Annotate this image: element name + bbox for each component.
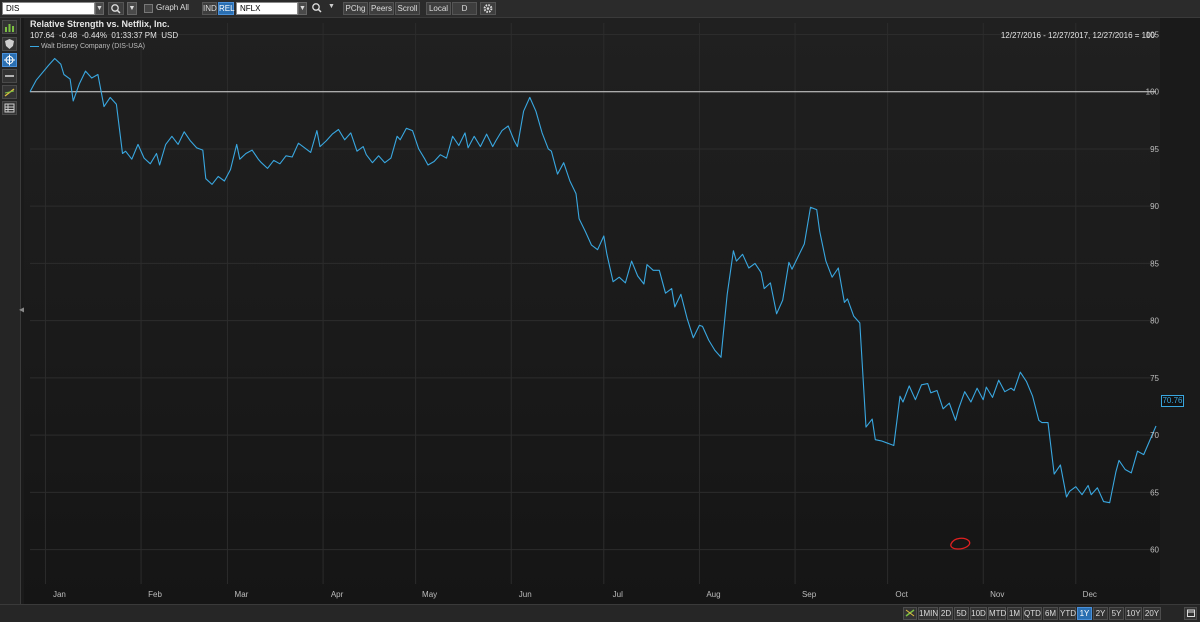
quote-time: 01:33:37 PM (111, 31, 157, 40)
table-icon (4, 103, 15, 113)
crosshair-icon (4, 54, 15, 66)
pencil-icon (905, 609, 915, 617)
x-tick-label: Aug (706, 590, 720, 599)
peers-button[interactable]: Peers (369, 2, 394, 15)
search-dropdown[interactable]: ▼ (127, 2, 137, 15)
y-tick-label: 85 (1150, 259, 1159, 268)
frequency-button[interactable]: D (452, 2, 477, 15)
symbol-input[interactable]: DIS (2, 2, 95, 15)
y-tick-label: 105 (1146, 30, 1160, 39)
grid (30, 23, 1156, 584)
x-tick-label: Feb (148, 590, 162, 599)
chart-area[interactable]: 60 65 70 75 80 85 90 95 100 105 Jan Feb Mar Apr May Ju… (24, 18, 1160, 604)
timeframe-button-5y[interactable]: 5Y (1109, 607, 1124, 620)
series-line[interactable] (29, 57, 1157, 504)
timeframe-button-20y[interactable]: 20Y (1143, 607, 1161, 620)
quote-price: 107.64 (30, 31, 55, 40)
toolbar: DIS ▼ ▼ Graph All IND REL NFLX ▼ ▼ PChg … (0, 0, 1200, 18)
legend-item[interactable]: Walt Disney Company (DIS-USA) (30, 43, 145, 50)
settings-button[interactable] (480, 2, 496, 15)
calendar-button[interactable] (1184, 607, 1197, 620)
quote-change-pct: -0.44% (81, 31, 107, 40)
compare-search-button[interactable] (310, 2, 326, 15)
draw-tool-button[interactable] (903, 607, 917, 620)
annotation-group (950, 537, 971, 550)
timeframe-button-1m[interactable]: 1M (1007, 607, 1022, 620)
compare-symbol-dropdown[interactable]: ▼ (298, 2, 307, 15)
pchg-button[interactable]: PChg (343, 2, 368, 15)
gear-icon (483, 4, 493, 13)
chart-type-button[interactable] (2, 20, 17, 34)
rel-button[interactable]: REL (218, 2, 235, 15)
trendline-icon (4, 88, 15, 97)
x-tick-label: Jan (53, 590, 66, 599)
search-icon (312, 3, 322, 13)
y-tick-label: 95 (1150, 145, 1159, 154)
timeframe-button-10d[interactable]: 10D (970, 607, 987, 620)
horizontal-line-icon (5, 75, 14, 77)
scroll-button[interactable]: Scroll (395, 2, 420, 15)
legend-label: Walt Disney Company (DIS-USA) (40, 43, 145, 50)
quote-currency: USD (161, 31, 179, 40)
timeframe-button-6m[interactable]: 6M (1043, 607, 1058, 620)
quote-line: 107.64 -0.48 -0.44% 01:33:37 PM USD (30, 31, 178, 40)
search-icon (111, 4, 121, 14)
x-tick-label: Sep (802, 590, 817, 599)
y-tick-label: 70 (1150, 431, 1159, 440)
calendar-icon (1186, 609, 1195, 617)
symbol-dropdown[interactable]: ▼ (95, 2, 104, 15)
data-table-button[interactable] (2, 101, 17, 115)
search-button[interactable] (108, 2, 124, 15)
graph-all-checkbox[interactable] (144, 4, 153, 13)
compare-search-dropdown[interactable]: ▼ (328, 3, 335, 10)
collapse-panel-icon[interactable]: ◀ (19, 305, 26, 314)
x-tick-label: Apr (331, 590, 344, 599)
timeframe-button-mtd[interactable]: MTD (988, 607, 1007, 620)
last-value-badge: 70.76 (1161, 395, 1184, 407)
series-group (29, 57, 1157, 504)
x-axis: Jan Feb Mar Apr May Jun Jul Aug Sep Oct Nov Dec (53, 590, 1097, 599)
bar-chart-icon (5, 24, 14, 32)
x-tick-label: Dec (1083, 590, 1097, 599)
chart-canvas: 60 65 70 75 80 85 90 95 100 105 Jan Feb Mar Apr May Ju… (24, 18, 1160, 604)
y-tick-label: 100 (1146, 88, 1160, 97)
x-tick-label: Mar (235, 590, 249, 599)
chart-title: Relative Strength vs. Netflix, Inc. (30, 19, 170, 29)
compare-symbol-input[interactable]: NFLX (236, 2, 298, 15)
timeframe-button-ytd[interactable]: YTD (1059, 607, 1076, 620)
x-tick-label: Nov (990, 590, 1004, 599)
y-tick-label: 75 (1150, 374, 1159, 383)
timeframe-button-qtd[interactable]: QTD (1023, 607, 1042, 620)
trendline-button[interactable] (2, 85, 17, 99)
horizontal-line-button[interactable] (2, 69, 17, 83)
events-button[interactable] (2, 37, 17, 51)
timeframe-button-5d[interactable]: 5D (954, 607, 969, 620)
y-tick-label: 90 (1150, 202, 1159, 211)
x-tick-label: Jul (613, 590, 623, 599)
tool-sidebar (0, 18, 21, 621)
x-tick-label: Oct (895, 590, 908, 599)
legend-swatch (30, 45, 39, 47)
red-circle-annotation (950, 537, 971, 550)
x-tick-label: May (422, 590, 437, 599)
timeframe-button-10y[interactable]: 10Y (1125, 607, 1142, 620)
timeframe-button-2d[interactable]: 2D (939, 607, 953, 620)
y-tick-label: 80 (1150, 317, 1159, 326)
shield-icon (5, 39, 14, 49)
local-button[interactable]: Local (426, 2, 451, 15)
y-tick-label: 65 (1150, 488, 1159, 497)
timeframe-bar: 1MIN 2D 5D 10D MTD 1M QTD 6M YTD 1Y 2Y 5Y 10Y 20Y (0, 604, 1200, 622)
graph-all-label: Graph All (156, 3, 189, 12)
timeframe-button-2y[interactable]: 2Y (1093, 607, 1108, 620)
x-tick-label: Jun (519, 590, 532, 599)
timeframe-button-1min[interactable]: 1MIN (918, 607, 939, 620)
y-axis: 60 65 70 75 80 85 90 95 100 105 (1146, 30, 1160, 554)
quote-change: -0.48 (58, 31, 78, 40)
timeframe-button-1y[interactable]: 1Y (1077, 607, 1092, 620)
crosshair-button[interactable] (2, 53, 17, 67)
ind-button[interactable]: IND (202, 2, 217, 15)
y-tick-label: 60 (1150, 546, 1159, 555)
date-range-label: 12/27/2016 - 12/27/2017, 12/27/2016 = 10… (1000, 31, 1155, 40)
